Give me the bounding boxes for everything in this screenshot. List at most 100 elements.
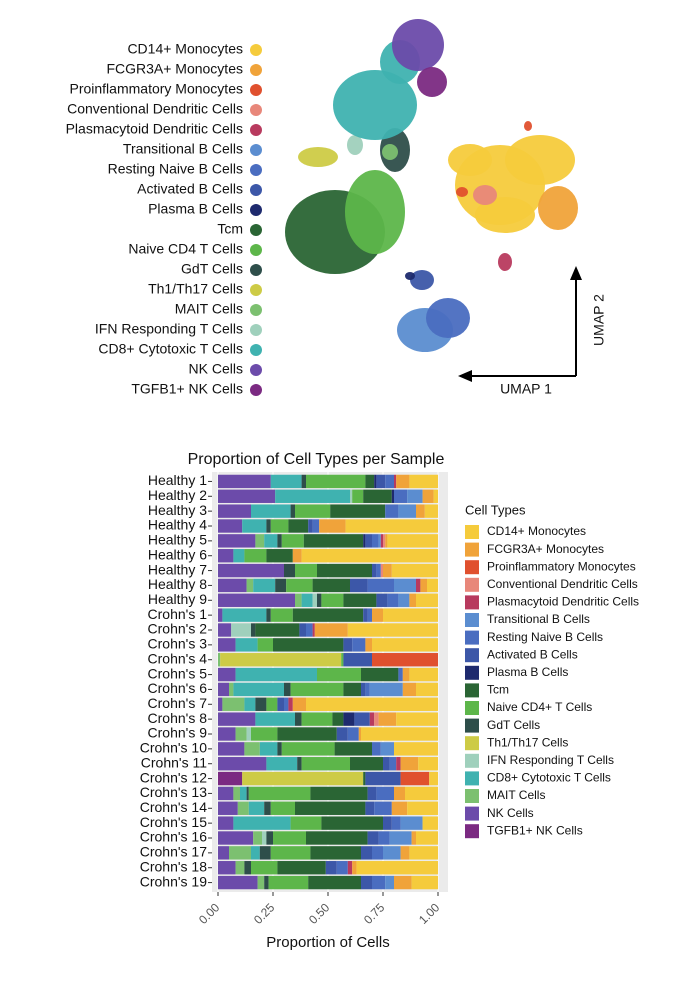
bar-segment: [218, 519, 243, 533]
bar-segment: [218, 638, 236, 652]
bar-segment: [380, 534, 383, 548]
bar-segment: [288, 519, 309, 533]
bar-segment: [218, 608, 223, 622]
legend-label: Resting Naive B Cells: [108, 161, 243, 177]
bar-segment: [218, 578, 247, 593]
legend-dot: [250, 44, 262, 56]
bar-segment: [306, 697, 438, 711]
cluster: [426, 298, 470, 338]
bar-segment: [284, 697, 289, 711]
bar-segment: [350, 757, 383, 771]
cluster: [475, 197, 535, 233]
bar-segment: [334, 742, 372, 756]
cluster: [392, 19, 444, 71]
bar-segment: [218, 846, 229, 860]
cluster: [524, 121, 532, 131]
bar-segment: [253, 831, 262, 845]
y-tick-label: Crohn's 3: [148, 636, 208, 652]
bar-segment: [266, 831, 273, 845]
legend-label: GdT Cells: [181, 261, 243, 277]
bar-segment: [301, 549, 438, 563]
bar-segment: [284, 682, 291, 697]
legend-dot: [250, 144, 262, 156]
bar-segment: [354, 712, 370, 726]
bar-segment: [407, 489, 423, 503]
x-tick-label: 0.00: [196, 900, 223, 927]
bar-segment: [218, 727, 236, 741]
bar-segment: [218, 623, 232, 637]
bar-segment: [380, 742, 394, 756]
bar-segment: [396, 474, 410, 489]
bar-segment: [218, 593, 295, 607]
bar-segment: [374, 801, 392, 815]
legend-label: NK Cells: [487, 806, 534, 820]
bar-segment: [409, 474, 438, 489]
bar-segment: [301, 757, 350, 771]
bar-segment: [365, 801, 375, 815]
bar-segment: [264, 801, 271, 815]
bar-segment: [420, 578, 427, 593]
bar-segment: [295, 593, 302, 607]
bar-segment: [255, 623, 300, 637]
cluster: [538, 186, 578, 230]
bar-segment: [383, 608, 438, 622]
legend-dot: [250, 104, 262, 116]
bar-segment: [367, 578, 394, 593]
bar-segment: [233, 682, 284, 697]
legend-dot: [250, 164, 262, 176]
bar-segment: [244, 742, 260, 756]
bar-segment: [387, 534, 438, 548]
y-tick-label: Healthy 1: [148, 472, 207, 488]
bar-segment: [310, 846, 361, 860]
bar-segment: [400, 771, 430, 786]
bar-segment: [251, 623, 256, 637]
bar-segment: [378, 712, 397, 726]
bar-segment: [242, 771, 364, 786]
y-tick-label: Crohn's 5: [148, 665, 208, 681]
bar-segment: [383, 563, 392, 578]
umap-plot: [285, 19, 578, 352]
y-tick-label: Crohn's 13: [140, 784, 207, 800]
bar-segment: [244, 549, 267, 563]
legend-dot: [250, 344, 262, 356]
bar-segment: [259, 742, 278, 756]
legend-title: Cell Types: [465, 502, 526, 517]
bar-segment: [372, 742, 381, 756]
legend-label: Proinflammatory Monocytes: [69, 81, 243, 97]
legend-label: IFN Responding T Cells: [487, 753, 614, 767]
bar-segment: [391, 801, 408, 815]
legend-swatch: [465, 595, 479, 610]
legend-swatch: [465, 718, 479, 733]
legend-label: FCGR3A+ Monocytes: [487, 542, 604, 556]
y-tick-label: Crohn's 11: [141, 754, 207, 770]
bar-segment: [352, 638, 366, 652]
bar-segment: [270, 519, 289, 533]
bar-segment: [237, 801, 249, 815]
arrow-head: [570, 266, 582, 280]
legend-swatch: [465, 665, 479, 680]
bar-segment: [350, 489, 353, 503]
bar-segment: [361, 682, 366, 697]
bar-segment: [380, 563, 383, 578]
y-tick-label: Crohn's 8: [148, 710, 208, 726]
bar-segment: [319, 519, 346, 533]
legend-swatch: [465, 683, 479, 698]
bar-segment: [374, 474, 377, 489]
bar-segment: [422, 489, 434, 503]
bar-segment: [292, 549, 302, 563]
cluster: [498, 253, 512, 271]
bar-segment: [418, 757, 438, 771]
bar-segment: [372, 846, 383, 860]
bar-segment: [361, 875, 372, 890]
x-axis-title: Proportion of Cells: [266, 934, 389, 951]
y-tick-label: Crohn's 10: [140, 740, 207, 756]
bar-segment: [416, 593, 438, 607]
bar-segment: [383, 757, 390, 771]
bar-segment: [277, 861, 326, 875]
bar-segment: [317, 667, 361, 682]
bar-segment: [290, 816, 322, 830]
bar-segment: [372, 534, 379, 548]
bar-segment: [246, 727, 251, 741]
bar-segment: [295, 801, 366, 815]
bar-segment: [248, 801, 265, 815]
